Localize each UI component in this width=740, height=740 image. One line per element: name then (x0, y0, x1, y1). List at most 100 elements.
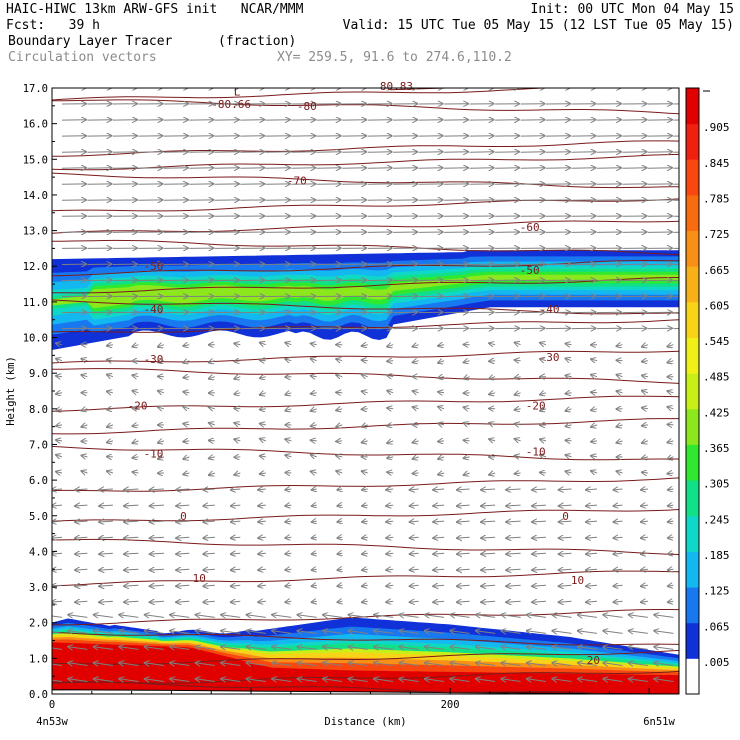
circulation-vector (285, 359, 292, 361)
upper-tracer-band-6 (52, 274, 679, 309)
circulation-vector (578, 631, 598, 634)
circulation-vector (362, 471, 368, 473)
circulation-vector (399, 631, 419, 634)
circulation-vector (337, 601, 342, 602)
circulation-vector (298, 663, 317, 666)
circulation-vector (158, 441, 165, 443)
circulation-vector (221, 647, 241, 650)
circulation-vector (183, 361, 190, 363)
circulation-vector (196, 615, 215, 618)
circulation-vector (107, 471, 114, 473)
circulation-vector (56, 425, 63, 426)
circulation-vector (438, 361, 445, 363)
circulation-vector (489, 343, 496, 345)
circulation-vector (170, 615, 190, 618)
circulation-vector (234, 473, 241, 475)
circulation-vector (337, 585, 342, 586)
circulation-vector (231, 569, 241, 570)
circulation-vector (323, 647, 343, 650)
circulation-vector (566, 409, 572, 411)
circulation-vector (481, 505, 496, 506)
circulation-vector (209, 377, 215, 379)
circulation-vector (298, 631, 317, 634)
circulation-vector (124, 537, 139, 538)
circulation-vector (527, 647, 547, 650)
colorbar-label: .845 (703, 157, 730, 170)
colorbar-swatch (686, 444, 699, 481)
circulation-vector (234, 393, 241, 394)
circulation-vector (464, 440, 470, 441)
circulation-vector (285, 521, 292, 522)
header-line1-right: Init: 00 UTC Mon 04 May 15 (530, 2, 735, 17)
circulation-vector (52, 569, 63, 570)
circulation-vector (515, 360, 521, 361)
circulation-vector (668, 505, 674, 506)
circulation-vector (425, 663, 445, 666)
circulation-vector (614, 569, 623, 570)
circulation-vector (433, 601, 445, 602)
circulation-vector (617, 471, 623, 473)
circulation-vector (489, 377, 496, 379)
circulation-vector (176, 569, 190, 570)
colorbar-swatch (686, 587, 699, 624)
colorbar-swatch (686, 622, 699, 659)
contour-label: -80.66 (211, 98, 251, 111)
circulation-vector (425, 631, 445, 634)
circulation-vector (410, 489, 419, 490)
colorbar-label: .785 (703, 193, 730, 206)
circulation-vector (532, 553, 547, 554)
circulation-vector (272, 631, 292, 634)
circulation-vector (260, 343, 266, 345)
circulation-vector (603, 679, 623, 682)
circulation-vector (323, 679, 343, 682)
circulation-vector (540, 393, 547, 395)
circulation-vector (668, 585, 674, 586)
circulation-vector (132, 345, 139, 347)
colorbar-swatch (686, 551, 699, 588)
circulation-vector (413, 345, 419, 347)
contour-label: -10 (144, 447, 164, 460)
plot-frame (51, 87, 680, 695)
circulation-vector (387, 408, 394, 409)
circulation-vector (386, 601, 394, 602)
circulation-vector (515, 409, 521, 410)
circulation-vector (81, 425, 88, 427)
circulation-vector (438, 407, 445, 409)
circulation-vector (209, 473, 215, 475)
circulation-vector (150, 585, 164, 586)
colorbar-swatch (686, 194, 699, 231)
circulation-vector (450, 647, 470, 650)
circulation-vector (196, 679, 215, 682)
circulation-vector (337, 569, 342, 570)
circulation-vector (75, 569, 88, 570)
circulation-vector (438, 392, 445, 393)
circulation-vector (374, 663, 394, 666)
circulation-vector (387, 472, 394, 473)
colorbar-swatch (686, 337, 699, 374)
circulation-vector (410, 505, 419, 506)
circulation-vector (119, 631, 139, 634)
circulation-vector (312, 585, 317, 586)
circulation-vector (203, 489, 215, 490)
circulation-vector (176, 585, 190, 586)
y-tick-label: 10.0 (23, 333, 48, 345)
circulation-vector (231, 601, 241, 602)
circulation-vector (515, 456, 521, 457)
circulation-vector (336, 441, 343, 442)
circulation-vector (158, 361, 165, 363)
circulation-vector (476, 663, 496, 666)
circulation-vector (336, 375, 343, 377)
circulation-vector (668, 553, 674, 554)
circulation-vector (641, 553, 648, 554)
circulation-vector (311, 409, 317, 411)
circulation-vector (234, 377, 241, 379)
circulation-vector (668, 537, 674, 538)
circulation-vector (586, 489, 598, 490)
temperature-contour (52, 220, 679, 234)
circulation-vector (515, 473, 521, 474)
circulation-vector (272, 679, 292, 682)
circulation-vector (413, 391, 419, 393)
circulation-vector (438, 473, 445, 475)
circulation-vector (107, 345, 113, 346)
